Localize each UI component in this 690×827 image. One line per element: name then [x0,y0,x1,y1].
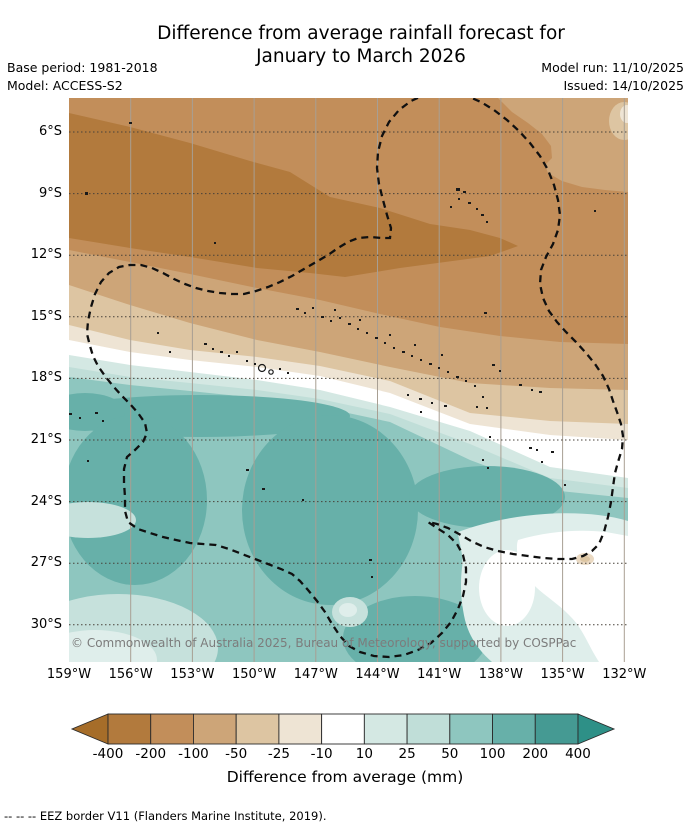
model-label: Model: ACCESS-S2 [7,78,123,93]
lon-tick-label: 150°W [232,667,277,682]
colorbar-tick-label: 25 [398,746,416,762]
lon-tick-label: 159°W [46,667,92,682]
lon-tick-label: 138°W [478,667,523,682]
lon-tick-label: 135°W [540,667,585,682]
lat-tick-label: 9°S [38,185,62,201]
colorbar-segment [235,713,280,745]
title-line1: Difference from average rainfall forecas… [157,23,565,44]
lon-tick-label: 141°W [417,667,462,682]
colorbar-segment [534,713,579,745]
lat-tick-label: 21°S [30,432,62,447]
colorbar [70,713,616,745]
colorbar-tick-label: 10 [355,746,373,762]
eez-border-line [85,98,625,659]
colorbar-segment [406,713,451,745]
colorbar-tick-label: 200 [522,746,549,762]
lat-tick-label: 18°S [30,370,62,386]
colorbar-tick-label: 50 [441,746,459,762]
colorbar-segment [363,713,408,745]
colorbar-tick-label: -25 [267,746,290,762]
colorbar-tick-label: 100 [479,746,506,762]
lat-tick-label: 30°S [30,616,62,632]
colorbar-segment [278,713,323,745]
attribution-text: © Commonwealth of Australia 2025, Bureau… [71,636,577,650]
lon-tick-label: 132°W [602,667,647,682]
colorbar-tick-label: -50 [225,746,248,762]
contour-band-wet-strong [69,393,565,662]
lat-tick-label: 6°S [38,124,62,139]
lat-tick-label: 27°S [30,555,62,571]
colorbar-segment [449,713,493,745]
lat-tick-label: 15°S [30,308,62,324]
lon-tick-label: 147°W [293,667,338,682]
lat-tick-label: 24°S [30,493,62,509]
page-title: Difference from average rainfall forecas… [32,22,690,68]
base-period-label: Base period: 1981-2018 [7,60,158,75]
colorbar-segment [150,713,194,745]
map-contours [69,98,628,662]
colorbar-left-arrow [70,713,109,745]
colorbar-tick-label: 400 [565,746,591,762]
title-line2: January to March 2026 [256,46,466,67]
colorbar-segment [321,713,365,745]
eez-footnote: -- -- -- EEZ border V11 (Flanders Marine… [4,809,327,823]
colorbar-tick-label: -100 [178,746,209,762]
colorbar-tick-label: -10 [310,746,333,762]
colorbar-tick-label: -400 [92,746,124,762]
lon-tick-label: 144°W [355,667,400,682]
lon-tick-label: 153°W [170,667,215,682]
colorbar-right-arrow [577,713,616,745]
colorbar-segment [492,713,536,745]
issued-label: Issued: 14/10/2025 [563,78,685,93]
colorbar-tick-label: -200 [135,746,167,762]
model-run-label: Model run: 11/10/2025 [541,60,684,75]
map-gridlines [69,98,628,662]
colorbar-segment [107,713,152,745]
contour-band-dry-strong [69,113,518,277]
lat-tick-label: 12°S [30,247,62,263]
colorbar-segment [193,713,237,745]
island-markers [69,122,596,578]
lon-tick-label: 156°W [108,667,153,682]
colorbar-title: Difference from average (mm) [226,768,464,786]
